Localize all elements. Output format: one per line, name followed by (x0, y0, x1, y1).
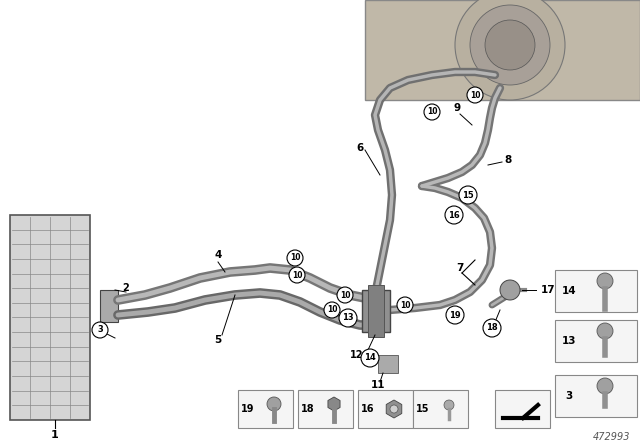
Circle shape (339, 309, 357, 327)
Text: 472993: 472993 (593, 432, 630, 442)
Bar (555, 320, 637, 362)
Text: 13: 13 (342, 314, 354, 323)
Circle shape (485, 20, 535, 70)
Polygon shape (386, 400, 402, 418)
Bar (555, 375, 637, 417)
Bar (362, 290, 390, 332)
Circle shape (289, 267, 305, 283)
Text: 16: 16 (448, 211, 460, 220)
Text: 5: 5 (214, 335, 221, 345)
Text: 14: 14 (562, 286, 576, 296)
Text: 10: 10 (327, 306, 337, 314)
Circle shape (444, 400, 454, 410)
Circle shape (446, 306, 464, 324)
Text: 10: 10 (292, 271, 302, 280)
Circle shape (470, 5, 550, 85)
Text: 15: 15 (416, 404, 429, 414)
Polygon shape (10, 215, 90, 420)
Circle shape (267, 397, 281, 411)
Bar (358, 390, 413, 428)
Text: 3: 3 (565, 391, 573, 401)
Text: 11: 11 (371, 380, 385, 390)
Text: 8: 8 (504, 155, 511, 165)
Text: 9: 9 (453, 103, 461, 113)
Bar (555, 270, 637, 312)
Text: 2: 2 (123, 283, 129, 293)
Text: 16: 16 (361, 404, 375, 414)
Text: 17: 17 (541, 285, 556, 295)
Text: 13: 13 (562, 336, 576, 346)
Polygon shape (365, 0, 640, 100)
Circle shape (597, 273, 613, 289)
Circle shape (424, 104, 440, 120)
Bar (298, 390, 353, 428)
Circle shape (467, 87, 483, 103)
Circle shape (397, 297, 413, 313)
Text: 10: 10 (400, 301, 410, 310)
Text: 19: 19 (241, 404, 255, 414)
Circle shape (455, 0, 565, 100)
Polygon shape (328, 397, 340, 411)
Circle shape (500, 280, 520, 300)
Text: 14: 14 (364, 353, 376, 362)
Circle shape (390, 405, 398, 413)
Text: 12: 12 (350, 350, 364, 360)
Bar (413, 390, 468, 428)
Text: 1: 1 (51, 430, 59, 440)
Text: 4: 4 (214, 250, 221, 260)
Circle shape (337, 287, 353, 303)
Circle shape (597, 323, 613, 339)
Text: 10: 10 (290, 254, 300, 263)
Circle shape (287, 250, 303, 266)
Text: 19: 19 (449, 310, 461, 319)
Text: 10: 10 (470, 90, 480, 99)
Text: 3: 3 (97, 326, 103, 335)
Text: 15: 15 (462, 190, 474, 199)
Circle shape (445, 206, 463, 224)
Circle shape (92, 322, 108, 338)
Text: 18: 18 (486, 323, 498, 332)
Circle shape (361, 349, 379, 367)
Text: 18: 18 (301, 404, 315, 414)
Bar (495, 390, 550, 428)
Bar (368, 285, 384, 337)
Circle shape (324, 302, 340, 318)
Bar (378, 355, 398, 373)
Circle shape (459, 186, 477, 204)
Bar (100, 290, 118, 322)
Circle shape (483, 319, 501, 337)
Text: 6: 6 (356, 143, 364, 153)
Text: 10: 10 (427, 108, 437, 116)
Circle shape (597, 378, 613, 394)
Bar (238, 390, 293, 428)
Text: 7: 7 (456, 263, 464, 273)
Text: 10: 10 (340, 290, 350, 300)
